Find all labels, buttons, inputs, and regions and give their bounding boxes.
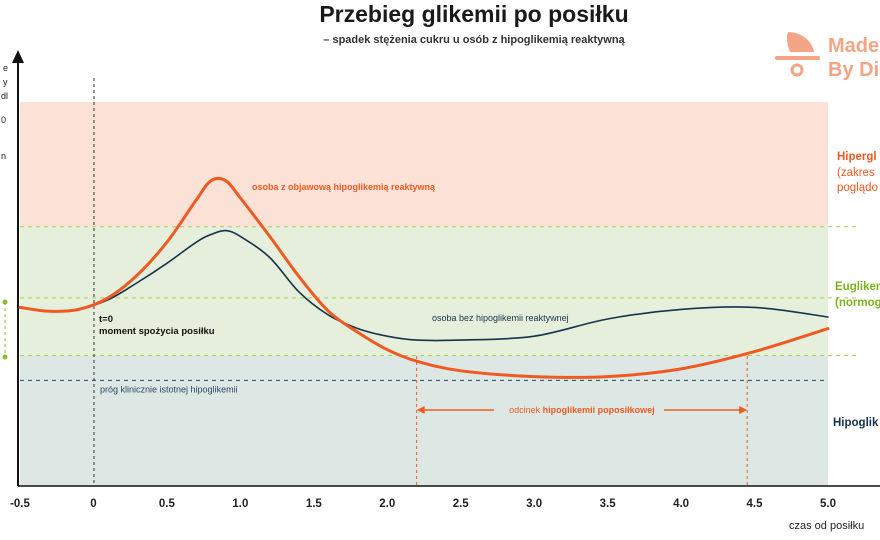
x-tick-label: 5.0 [820, 498, 836, 510]
normo-bracket-top-dot [2, 299, 8, 305]
series-line-reactive [18, 176, 830, 379]
y-axis-arrow-icon [12, 50, 24, 63]
span-label: odcinek hipoglikemii poposiłkowej [509, 405, 655, 415]
t0-label: t=0 [99, 314, 113, 325]
t0-description: moment spożycia posiłku [99, 326, 215, 337]
zone-label-hyper: Hipergl [837, 151, 877, 163]
x-tick-label: 4.0 [673, 498, 689, 510]
series-label-reactive: osoba z objawową hipoglikemią reaktywną [252, 182, 436, 192]
x-tick-label: 0 [90, 498, 96, 510]
span-arrow-right-icon [739, 406, 748, 414]
postprandial-hypo-span: odcinek hipoglikemii poposiłkowej [416, 356, 748, 486]
series-layer [18, 176, 830, 379]
zone-sublabel-hyper-1: (zakres [837, 167, 875, 179]
zones-layer [20, 102, 828, 486]
thresholds-layer: próg klinicznie istotnej hipoglikemii [20, 226, 856, 394]
x-tick-label: 4.5 [747, 498, 764, 510]
zone-sublabel-eu: (normog [835, 297, 880, 309]
zone-hyper [20, 102, 828, 227]
zone-label-hypo: Hipoglik [833, 417, 879, 429]
brand-name-line2: By Die [828, 59, 880, 81]
brand-leaf-icon [786, 32, 814, 52]
y-axis-fragment: e [3, 63, 8, 73]
x-axis-label: czas od posiłku [789, 520, 864, 532]
y-axis-fragment: n [1, 151, 6, 161]
brand-dot-icon [790, 63, 804, 77]
span-arrow-left-icon [416, 406, 425, 414]
x-tick-label: 2.0 [379, 498, 395, 510]
x-tick-label: 0.5 [159, 498, 176, 510]
series-label-normal: osoba bez hipoglikemii reaktywnej [432, 313, 569, 323]
chart-title: Przebieg glikemii po posiłku [319, 1, 628, 27]
x-tick-label: 3.5 [600, 498, 617, 510]
y-axis-fragment: 0 [1, 115, 6, 125]
y-axis-fragment: dl [1, 91, 8, 101]
x-tick-label: -0.5 [10, 498, 30, 510]
zone-sublabel-hyper-2: poglądo [837, 182, 878, 194]
x-tick-label: 2.5 [453, 498, 470, 510]
x-tick-label: 3.0 [526, 498, 542, 510]
y-axis-fragment: y [3, 77, 8, 87]
x-tick-label: 1.5 [306, 498, 323, 510]
zone-hypo [20, 355, 828, 486]
brand-bar-icon [775, 56, 820, 60]
span-label-bold: hipoglikemii poposiłkowej [543, 405, 655, 415]
normo-bracket-bottom-dot [2, 354, 8, 360]
brand-name-line1: Made [828, 35, 879, 57]
span-label-prefix: odcinek [509, 405, 543, 415]
zone-eu [20, 226, 828, 356]
x-ticks-layer: -0.5 0 0.5 1.0 1.5 2.0 2.5 3.0 3.5 4.0 4.5 5.0 [10, 498, 836, 510]
x-tick-label: 1.0 [232, 498, 248, 510]
zone-label-eu: Eugliken [835, 281, 880, 293]
series-line-normal [19, 229, 829, 342]
threshold-label: próg klinicznie istotnej hipoglikemii [100, 384, 238, 394]
brand-logo: Made By Die [775, 32, 880, 81]
chart-subtitle: – spadek stężenia cukru u osób z hipogli… [323, 34, 625, 46]
